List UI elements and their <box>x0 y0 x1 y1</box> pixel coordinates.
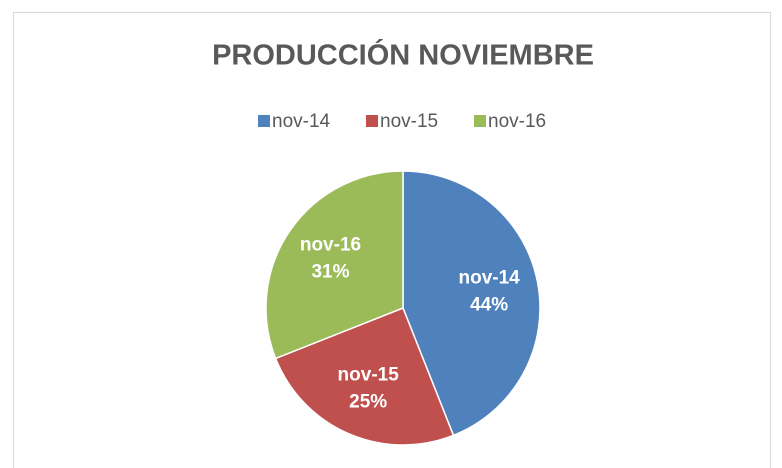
pie-slice <box>265 170 404 360</box>
pie-slice <box>274 307 455 446</box>
data-label-category: nov-14 <box>459 268 521 289</box>
data-label-category: nov-16 <box>300 235 361 256</box>
chart-title: PRODUCCIÓN NOVIEMBRE <box>212 38 594 72</box>
data-label-category: nov-15 <box>338 364 400 385</box>
legend-label: nov-16 <box>488 111 546 132</box>
legend-swatch <box>258 115 270 127</box>
data-label-value: 31% <box>311 262 349 283</box>
data-label-value: 44% <box>470 295 508 316</box>
legend-label: nov-15 <box>380 111 438 132</box>
pie-slice <box>402 170 541 437</box>
legend-swatch <box>474 115 486 127</box>
data-label-value: 25% <box>349 391 387 412</box>
legend-label: nov-14 <box>272 111 331 132</box>
legend-swatch <box>366 115 378 127</box>
